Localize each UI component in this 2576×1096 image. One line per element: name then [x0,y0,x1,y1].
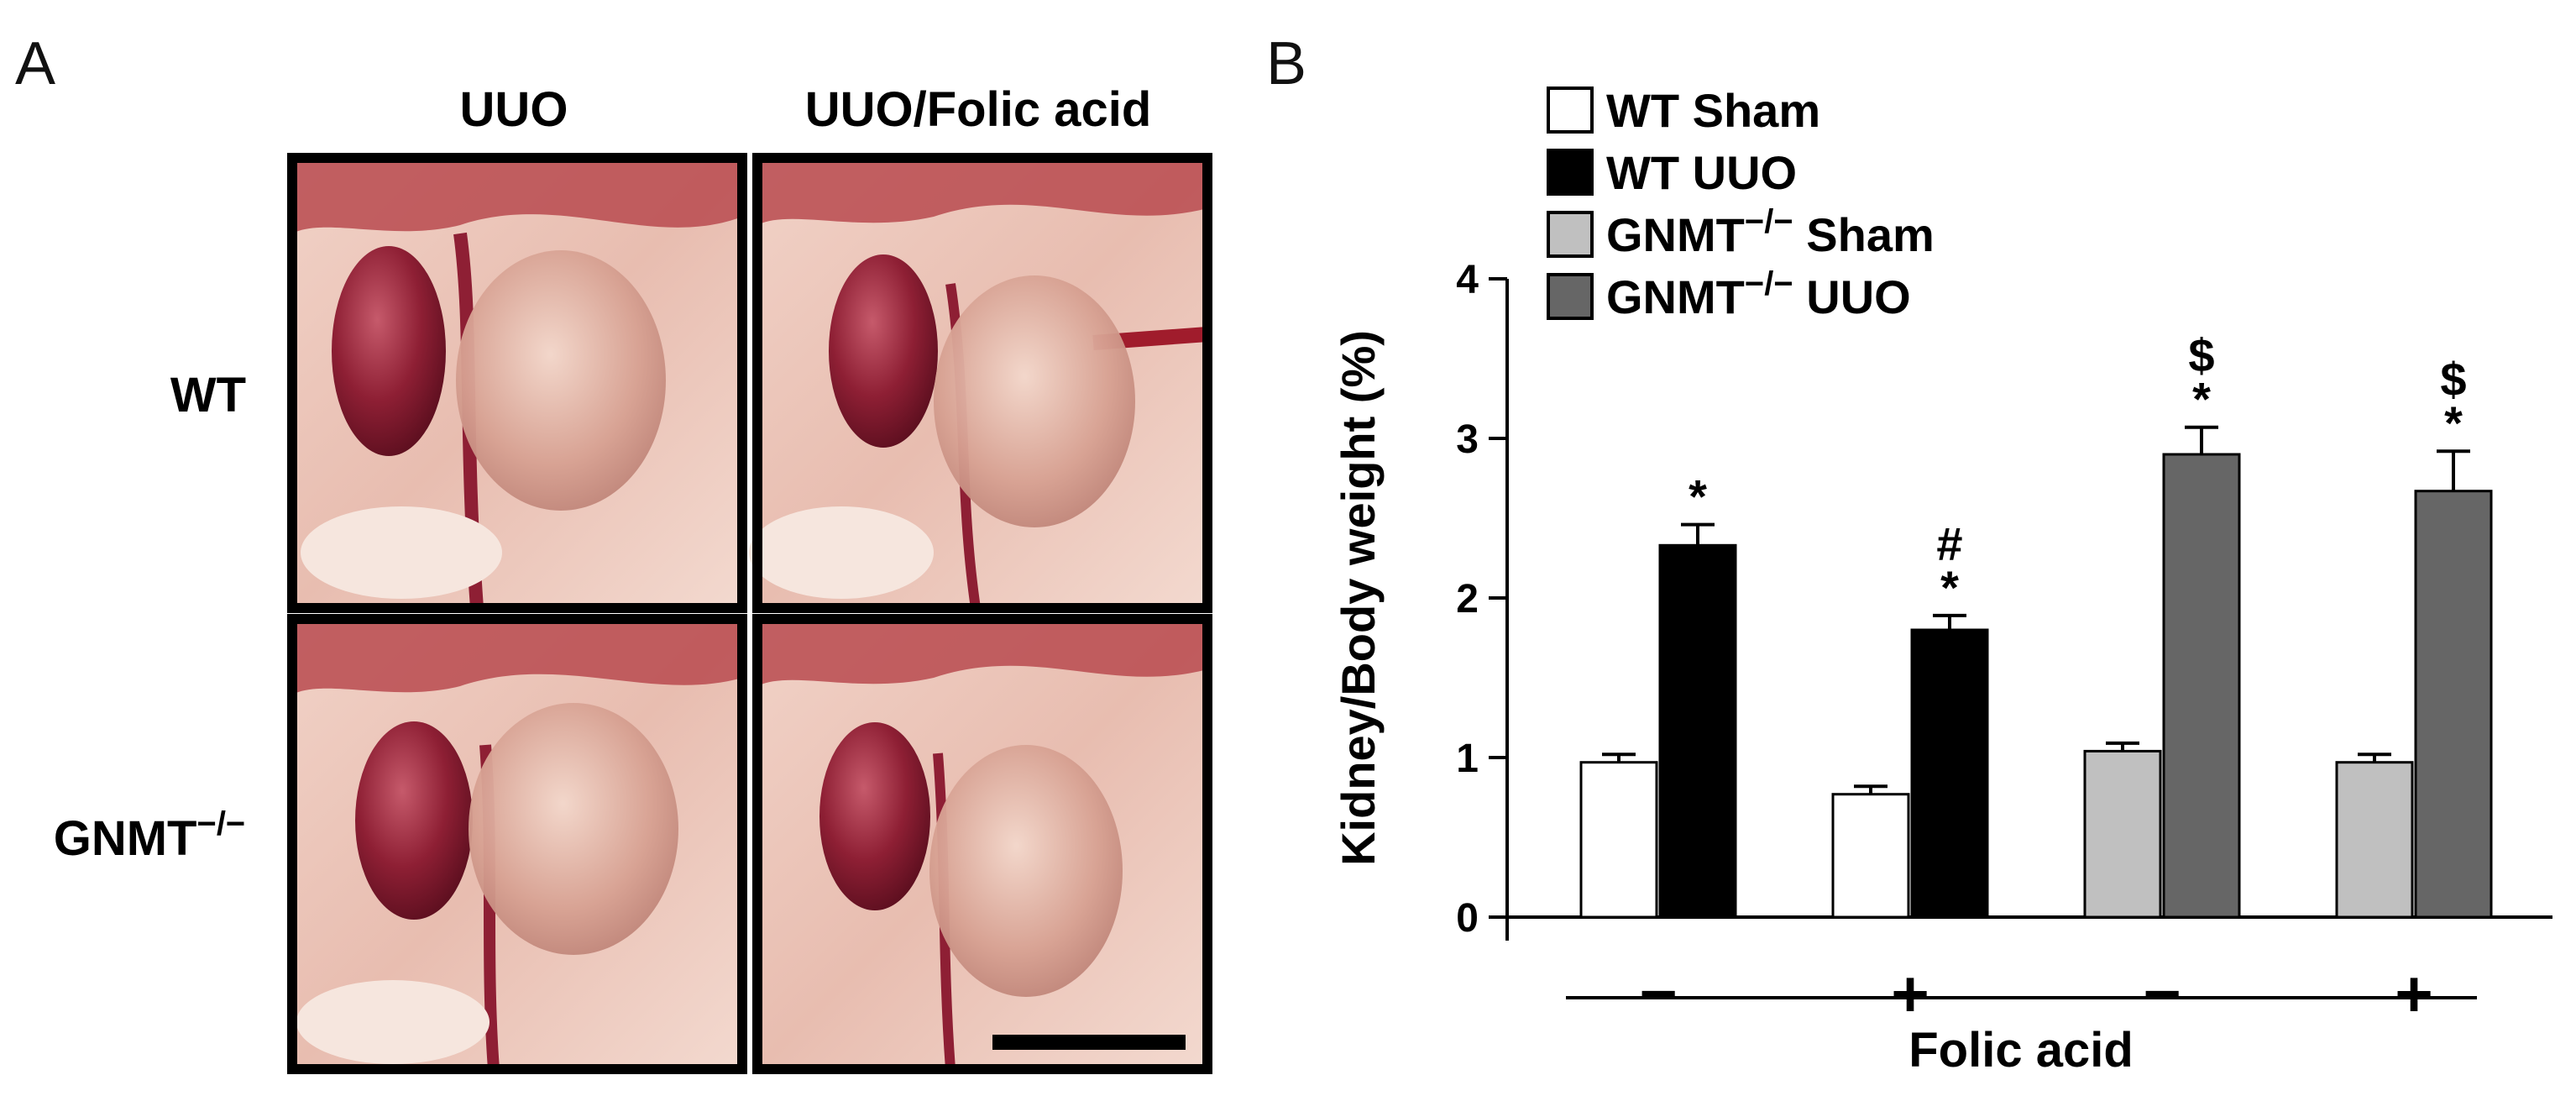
significance-mark: $ [2188,329,2214,382]
bar [2162,453,2241,919]
liver-lobe [292,158,742,233]
x-category-label: + [2395,957,2433,1030]
bar [2083,749,2162,919]
kidney-normal [332,246,446,456]
panel-a-letter: A [15,30,55,97]
liver-lobe [292,619,742,695]
kidney-hydronephrotic [469,703,678,955]
legend-swatch [1547,87,1594,134]
significance-mark: * [2192,373,2211,426]
significance-mark: $ [2440,353,2466,406]
row-header-wt: WT [170,368,246,422]
panel-b-letter: B [1266,30,1306,97]
bar [1831,793,1910,919]
kidney-normal [355,721,473,920]
bar [1579,761,1658,919]
legend-label: WT UUO [1606,146,1797,199]
y-axis-label: Kidney/Body weight (%) [1332,330,1385,866]
kidney-hydronephrotic [929,745,1123,997]
photo-gnmt-uuo-folic-acid [752,614,1212,1074]
photo-border [287,153,747,613]
photo-wt-uuo [287,153,747,613]
liver-lobe [757,619,1207,686]
y-tick-label: 1 [1456,737,1479,781]
significance-mark: * [2444,396,2463,449]
kidney-normal [829,254,938,448]
column-header-uuo: UUO [460,82,568,137]
bar [1658,543,1737,919]
bar [2335,761,2414,919]
photo-wt-uuo-folic-acid [749,153,1212,613]
y-tick-label: 3 [1456,417,1479,462]
x-axis-label: Folic acid [1908,1023,2134,1078]
tissue-fat [296,980,490,1064]
legend-label: GNMT−/− Sham [1606,203,1935,261]
y-tick-label: 2 [1456,577,1479,621]
significance-mark: * [1689,470,1707,523]
legend-swatch [1547,149,1594,196]
legend-swatch [1547,211,1594,258]
y-tick-label: 0 [1456,896,1479,941]
legend-label: WT Sham [1606,84,1820,137]
tissue-fat [749,506,934,599]
photo-border [752,614,1212,1074]
significance-mark: # [1936,517,1962,570]
legend-label: GNMT−/− UUO [1606,265,1911,323]
bar [1910,628,1989,919]
kidney-hydronephrotic [934,275,1135,527]
legend-swatch [1547,273,1594,320]
liver-lobe [757,158,1207,225]
column-header-uuo-folic-acid: UUO/Folic acid [805,82,1152,137]
significance-mark: * [1940,561,1959,614]
tissue-fat [301,506,502,599]
kidney-hydronephrotic [456,250,666,511]
kidney-normal [819,722,930,910]
x-category-label: − [2143,957,2181,1030]
scale-bar [992,1035,1186,1050]
photo-border [287,614,747,1074]
photo-gnmt-uuo [287,614,747,1074]
y-tick-label: 4 [1456,258,1479,302]
bar [2414,490,2493,919]
x-category-label: − [1639,957,1678,1030]
row-header-gnmt: GNMT−/− [54,805,246,866]
panel-a: A UUO UUO/Folic acid WT GNMT−/− [15,30,1212,1074]
photo-border [752,153,1212,613]
x-category-label: + [1891,957,1929,1030]
